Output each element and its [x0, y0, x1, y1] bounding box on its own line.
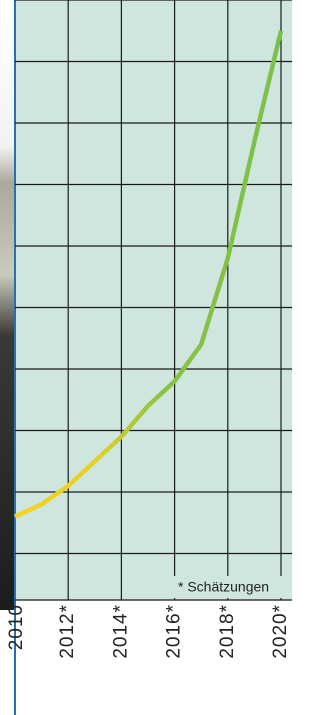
x-tick-label: 2020* [270, 604, 291, 659]
x-tick-label: 2012* [57, 604, 78, 659]
x-tick-label: 2016* [164, 604, 185, 659]
chart: * Schätzungen 2010 2012* 2014* 2016* 2018* 20… [0, 0, 292, 715]
photo-strip [0, 0, 15, 610]
page: {"chart_data": {"type": "line", "annotat… [0, 0, 292, 715]
annotation: * Schätzungen [178, 579, 269, 595]
x-tick-label: 2018* [217, 604, 238, 659]
plot-background [15, 0, 292, 600]
x-tick-label: 2010 [6, 604, 27, 650]
x-tick-label: 2014* [110, 604, 131, 659]
